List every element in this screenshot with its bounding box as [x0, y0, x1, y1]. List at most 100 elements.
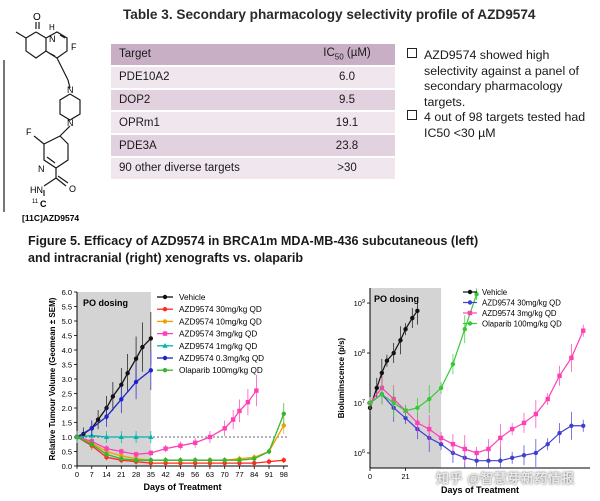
- legend-marker: [162, 307, 168, 312]
- data-point: [474, 458, 479, 463]
- y-tick-label: 1.5: [62, 419, 72, 428]
- data-point: [509, 426, 515, 432]
- data-point: [252, 456, 257, 461]
- data-point: [415, 405, 420, 411]
- legend-marker: [162, 294, 168, 300]
- series-vehicle: [367, 296, 420, 414]
- row-value: 23.8: [299, 134, 395, 158]
- y-tick-label: 4.5: [62, 332, 72, 341]
- header-target: Target: [111, 44, 299, 67]
- x-axis-label: Days of Treatment: [441, 485, 519, 495]
- structure-caption: [11C]AZD9574: [22, 213, 79, 223]
- x-tick-label: 77: [235, 470, 243, 479]
- legend-marker: [162, 368, 168, 373]
- data-point: [384, 358, 390, 363]
- selectivity-table: Target IC50 (µM) PDE10A2 6.0 DOP2 9.5 OP…: [111, 44, 395, 181]
- data-point: [207, 458, 213, 463]
- data-point: [89, 426, 94, 431]
- x-tick-label: 98: [280, 470, 288, 479]
- y-tick-label: 6.0: [62, 288, 72, 297]
- data-point: [545, 396, 550, 402]
- legend-marker: [467, 310, 473, 316]
- data-point: [557, 373, 562, 378]
- data-point: [95, 417, 101, 422]
- atom-f2: F: [26, 127, 32, 137]
- data-point: [192, 440, 198, 445]
- atom-h: H: [49, 23, 55, 32]
- row-value: 9.5: [299, 88, 395, 113]
- data-point: [245, 400, 251, 405]
- data-point: [367, 400, 373, 406]
- row-target: PDE10A2: [111, 65, 299, 90]
- data-point: [498, 458, 503, 463]
- data-point: [133, 379, 139, 385]
- y-tick-label: 106: [354, 449, 365, 458]
- data-point: [438, 441, 444, 447]
- y-tick-label: 2.5: [62, 390, 72, 399]
- data-point: [133, 434, 139, 439]
- data-point: [521, 420, 527, 426]
- atom-o1: O: [33, 12, 41, 23]
- data-point: [252, 460, 257, 466]
- legend-label: AZD9574 30mg/kg QD: [179, 305, 262, 314]
- data-point: [110, 394, 116, 399]
- x-tick-label: 91: [265, 470, 273, 479]
- y-tick-label: 2.0: [62, 404, 72, 413]
- y-tick-label: 108: [354, 349, 365, 358]
- data-point: [148, 458, 154, 463]
- checkbox-bullet-icon: [407, 48, 417, 58]
- legend-label: Olaparib 100mg/kg QD: [179, 366, 263, 375]
- x-tick-label: 14: [102, 470, 110, 479]
- table-row: 90 other diverse targets >30: [111, 156, 395, 181]
- data-point: [178, 458, 183, 463]
- atom-nh: N: [49, 34, 56, 44]
- dosing-label: PO dosing: [83, 298, 128, 308]
- legend-label: AZD9574 30mg/kg QD: [482, 299, 561, 308]
- data-point: [148, 368, 154, 373]
- y-axis-label: Relative Tumour Volume (Geomean ± SEM): [48, 297, 57, 460]
- x-tick-label: 28: [132, 470, 140, 479]
- legend-marker: [162, 331, 168, 336]
- data-point: [230, 417, 236, 422]
- table-row: DOP2 9.5: [111, 88, 395, 113]
- data-point: [119, 456, 124, 461]
- data-point: [222, 426, 227, 431]
- data-point: [581, 328, 586, 333]
- data-point: [281, 458, 286, 463]
- y-tick-label: 107: [354, 399, 365, 408]
- legend-marker: [467, 321, 473, 326]
- data-point: [178, 443, 183, 448]
- y-tick-label: 5.5: [62, 303, 72, 312]
- data-point: [374, 385, 379, 391]
- data-point: [415, 308, 420, 313]
- data-point: [207, 434, 213, 440]
- data-point: [557, 430, 562, 436]
- header-ic50: IC50 (µM): [299, 44, 395, 67]
- atom-f1: F: [71, 42, 77, 52]
- data-point: [163, 446, 168, 451]
- data-point: [391, 400, 396, 406]
- legend-label: AZD9574 1mg/kg QD: [179, 342, 257, 351]
- data-point: [403, 408, 408, 413]
- data-point: [403, 326, 408, 332]
- x-tick-label: 21: [117, 470, 125, 479]
- x-tick-label: 49: [176, 470, 184, 479]
- tumour-volume-chart: PO dosing 0.0 0.5 1.0 1.5 2.0 2.5 3.0 3.5 4.0 4.5 5…: [48, 288, 288, 492]
- bullet-item: AZD9574 showed high selectivity against …: [407, 48, 597, 110]
- data-point: [450, 441, 456, 447]
- table-title: Table 3. Secondary pharmacology selectiv…: [123, 7, 536, 22]
- data-point: [266, 449, 272, 454]
- data-point: [104, 414, 109, 419]
- series-line: [76, 434, 151, 438]
- data-point: [498, 435, 503, 441]
- data-point: [133, 356, 139, 361]
- x-tick-label: 42: [161, 470, 169, 479]
- table-header-row: Target IC50 (µM): [111, 44, 395, 67]
- bullet-item: 4 out of 98 targets tested had IC50 <30 …: [407, 110, 597, 141]
- data-point: [462, 446, 467, 452]
- data-point: [89, 442, 94, 447]
- y-tick-label: 5.0: [62, 317, 72, 326]
- legend-marker: [467, 289, 473, 295]
- series-olaparib-100mg-kg-qd: [367, 288, 479, 418]
- legend-label: Olaparib 100mg/kg QD: [482, 320, 562, 329]
